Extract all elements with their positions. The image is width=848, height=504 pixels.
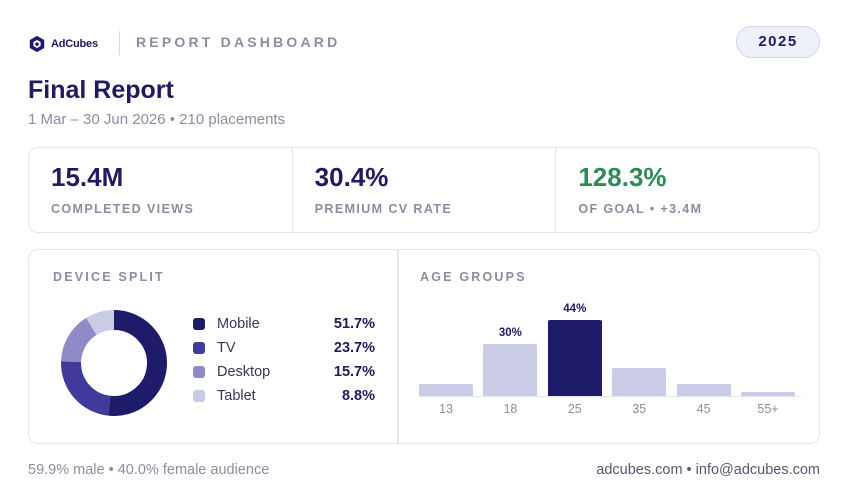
kpi-value: 30.4%	[314, 162, 389, 192]
brand-name: AdCubes	[51, 38, 98, 50]
legend-label: TV	[217, 340, 236, 356]
legend-value: 8.8%	[341, 388, 375, 404]
donut-slice-tablet	[86, 310, 115, 336]
report-dashboard-label: REPORT DASHBOARD	[136, 34, 341, 50]
bar-age-13[interactable]	[419, 383, 473, 396]
kpi-summary-card: 15.4M COMPLETED VIEWS 30.4% PREMIUM CV R…	[28, 147, 820, 233]
device-split-donut-chart	[61, 310, 167, 416]
device-split-label: DEVICE SPLIT	[53, 270, 165, 284]
age-groups-bar-chart: 30% 44%	[419, 300, 801, 396]
kpi-label: COMPLETED VIEWS	[51, 202, 195, 216]
bar-value-label: 30%	[498, 327, 522, 340]
donut-slice-mobile	[108, 310, 167, 416]
kpi-goal-progress: 128.3% OF GOAL • +3.4M	[555, 148, 819, 232]
brand-logo[interactable]: AdCubes	[28, 32, 98, 56]
legend-label: Desktop	[217, 364, 271, 380]
year-badge[interactable]: 2025	[736, 26, 820, 58]
kpi-premium-cv-rate: 30.4% PREMIUM CV RATE	[291, 148, 556, 232]
legend-label: Tablet	[217, 388, 256, 404]
legend-item-tv: TV 23.7%	[193, 338, 375, 362]
legend-value: 15.7%	[333, 364, 375, 380]
x-tick-label: 45	[696, 402, 711, 416]
legend-item-mobile: Mobile 51.7%	[193, 314, 375, 338]
age-groups-label: AGE GROUPS	[420, 270, 527, 284]
contact-info[interactable]: adcubes.com • info@adcubes.com	[596, 462, 820, 478]
legend-label: Mobile	[217, 316, 260, 332]
legend-item-desktop: Desktop 15.7%	[193, 362, 375, 386]
bar-age-25[interactable]	[547, 320, 602, 396]
x-tick-label: 55+	[757, 402, 779, 416]
kpi-value: 128.3%	[578, 162, 667, 192]
donut-slice-tv	[61, 361, 111, 416]
bar-age-45[interactable]	[676, 383, 731, 396]
page-title: Final Report	[28, 76, 174, 104]
bar-age-55plus[interactable]	[741, 392, 795, 396]
header-divider	[119, 31, 120, 55]
kpi-label: PREMIUM CV RATE	[314, 202, 453, 216]
charts-card: DEVICE SPLIT Mobile 51.7% TV 23.7% Deskt…	[28, 249, 820, 444]
legend-swatch	[193, 318, 205, 330]
cube-hexagon-icon	[29, 35, 45, 53]
legend-swatch	[193, 390, 205, 402]
chart-baseline	[419, 396, 801, 397]
bar-age-18[interactable]	[483, 344, 538, 396]
legend-swatch	[193, 366, 205, 378]
panel-divider	[397, 250, 399, 443]
x-tick-label: 18	[503, 402, 518, 416]
bar-value-label: 44%	[563, 303, 587, 315]
kpi-value: 15.4M	[51, 162, 124, 192]
legend-swatch	[193, 342, 205, 354]
device-split-legend: Mobile 51.7% TV 23.7% Desktop 15.7% Tabl…	[193, 314, 375, 410]
audience-gender-split: 59.9% male • 40.0% female audience	[28, 462, 270, 478]
legend-item-tablet: Tablet 8.8%	[193, 386, 375, 410]
header: AdCubes REPORT DASHBOARD 2025	[28, 26, 820, 58]
bar-age-35[interactable]	[612, 368, 667, 396]
x-tick-label: 25	[567, 402, 582, 416]
legend-value: 23.7%	[333, 340, 375, 356]
x-tick-label: 13	[439, 402, 453, 416]
report-period: 1 Mar – 30 Jun 2026 • 210 placements	[28, 111, 286, 128]
kpi-label: OF GOAL • +3.4M	[578, 202, 703, 216]
x-tick-label: 35	[632, 402, 647, 416]
donut-slice-desktop	[61, 317, 98, 363]
kpi-completed-views: 15.4M COMPLETED VIEWS	[29, 148, 292, 232]
legend-value: 51.7%	[333, 316, 375, 332]
